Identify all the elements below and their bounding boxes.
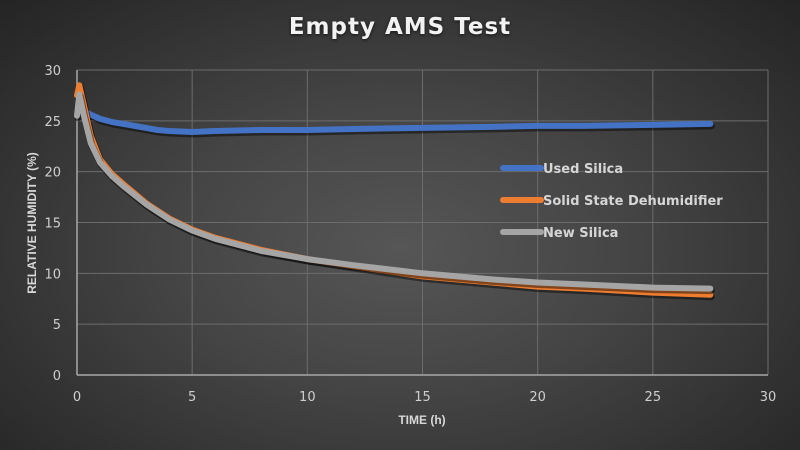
series-line-solid-state-dehumidifier [74,82,714,298]
y-tick-label: 20 [44,166,61,181]
y-tick-label: 5 [53,318,61,333]
legend: Used Silica Solid State Dehumidifier New S… [500,162,723,241]
chart-title: Empty AMS Test [288,14,512,40]
y-tick-label: 30 [44,64,61,79]
x-tick-label: 10 [299,390,316,405]
x-axis-label: TIME (h) [398,413,445,427]
x-tick-label: 15 [414,390,431,405]
y-tick-label: 15 [44,217,61,232]
y-axis-ticks: 0 5 10 15 20 25 30 [44,64,61,384]
x-tick-label: 25 [645,390,662,405]
series-line-used-silica [76,99,714,135]
y-axis-label: RELATIVE HUMIDITY (%) [25,152,39,294]
legend-label: Solid State Dehumidifier [543,194,723,209]
y-tick-label: 0 [53,369,61,384]
series-line-new-silica [74,91,714,292]
series-lines [74,82,715,301]
series-shadow [74,83,715,301]
legend-label: New Silica [543,226,618,241]
x-tick-label: 20 [529,390,546,405]
x-tick-label: 0 [73,390,81,405]
x-tick-label: 30 [760,390,777,405]
x-tick-label: 5 [188,390,196,405]
x-axis-ticks: 0 5 10 15 20 25 30 [73,390,776,405]
axes [76,70,768,376]
y-tick-label: 10 [44,267,61,282]
y-tick-label: 25 [44,115,61,130]
legend-label: Used Silica [543,162,623,177]
